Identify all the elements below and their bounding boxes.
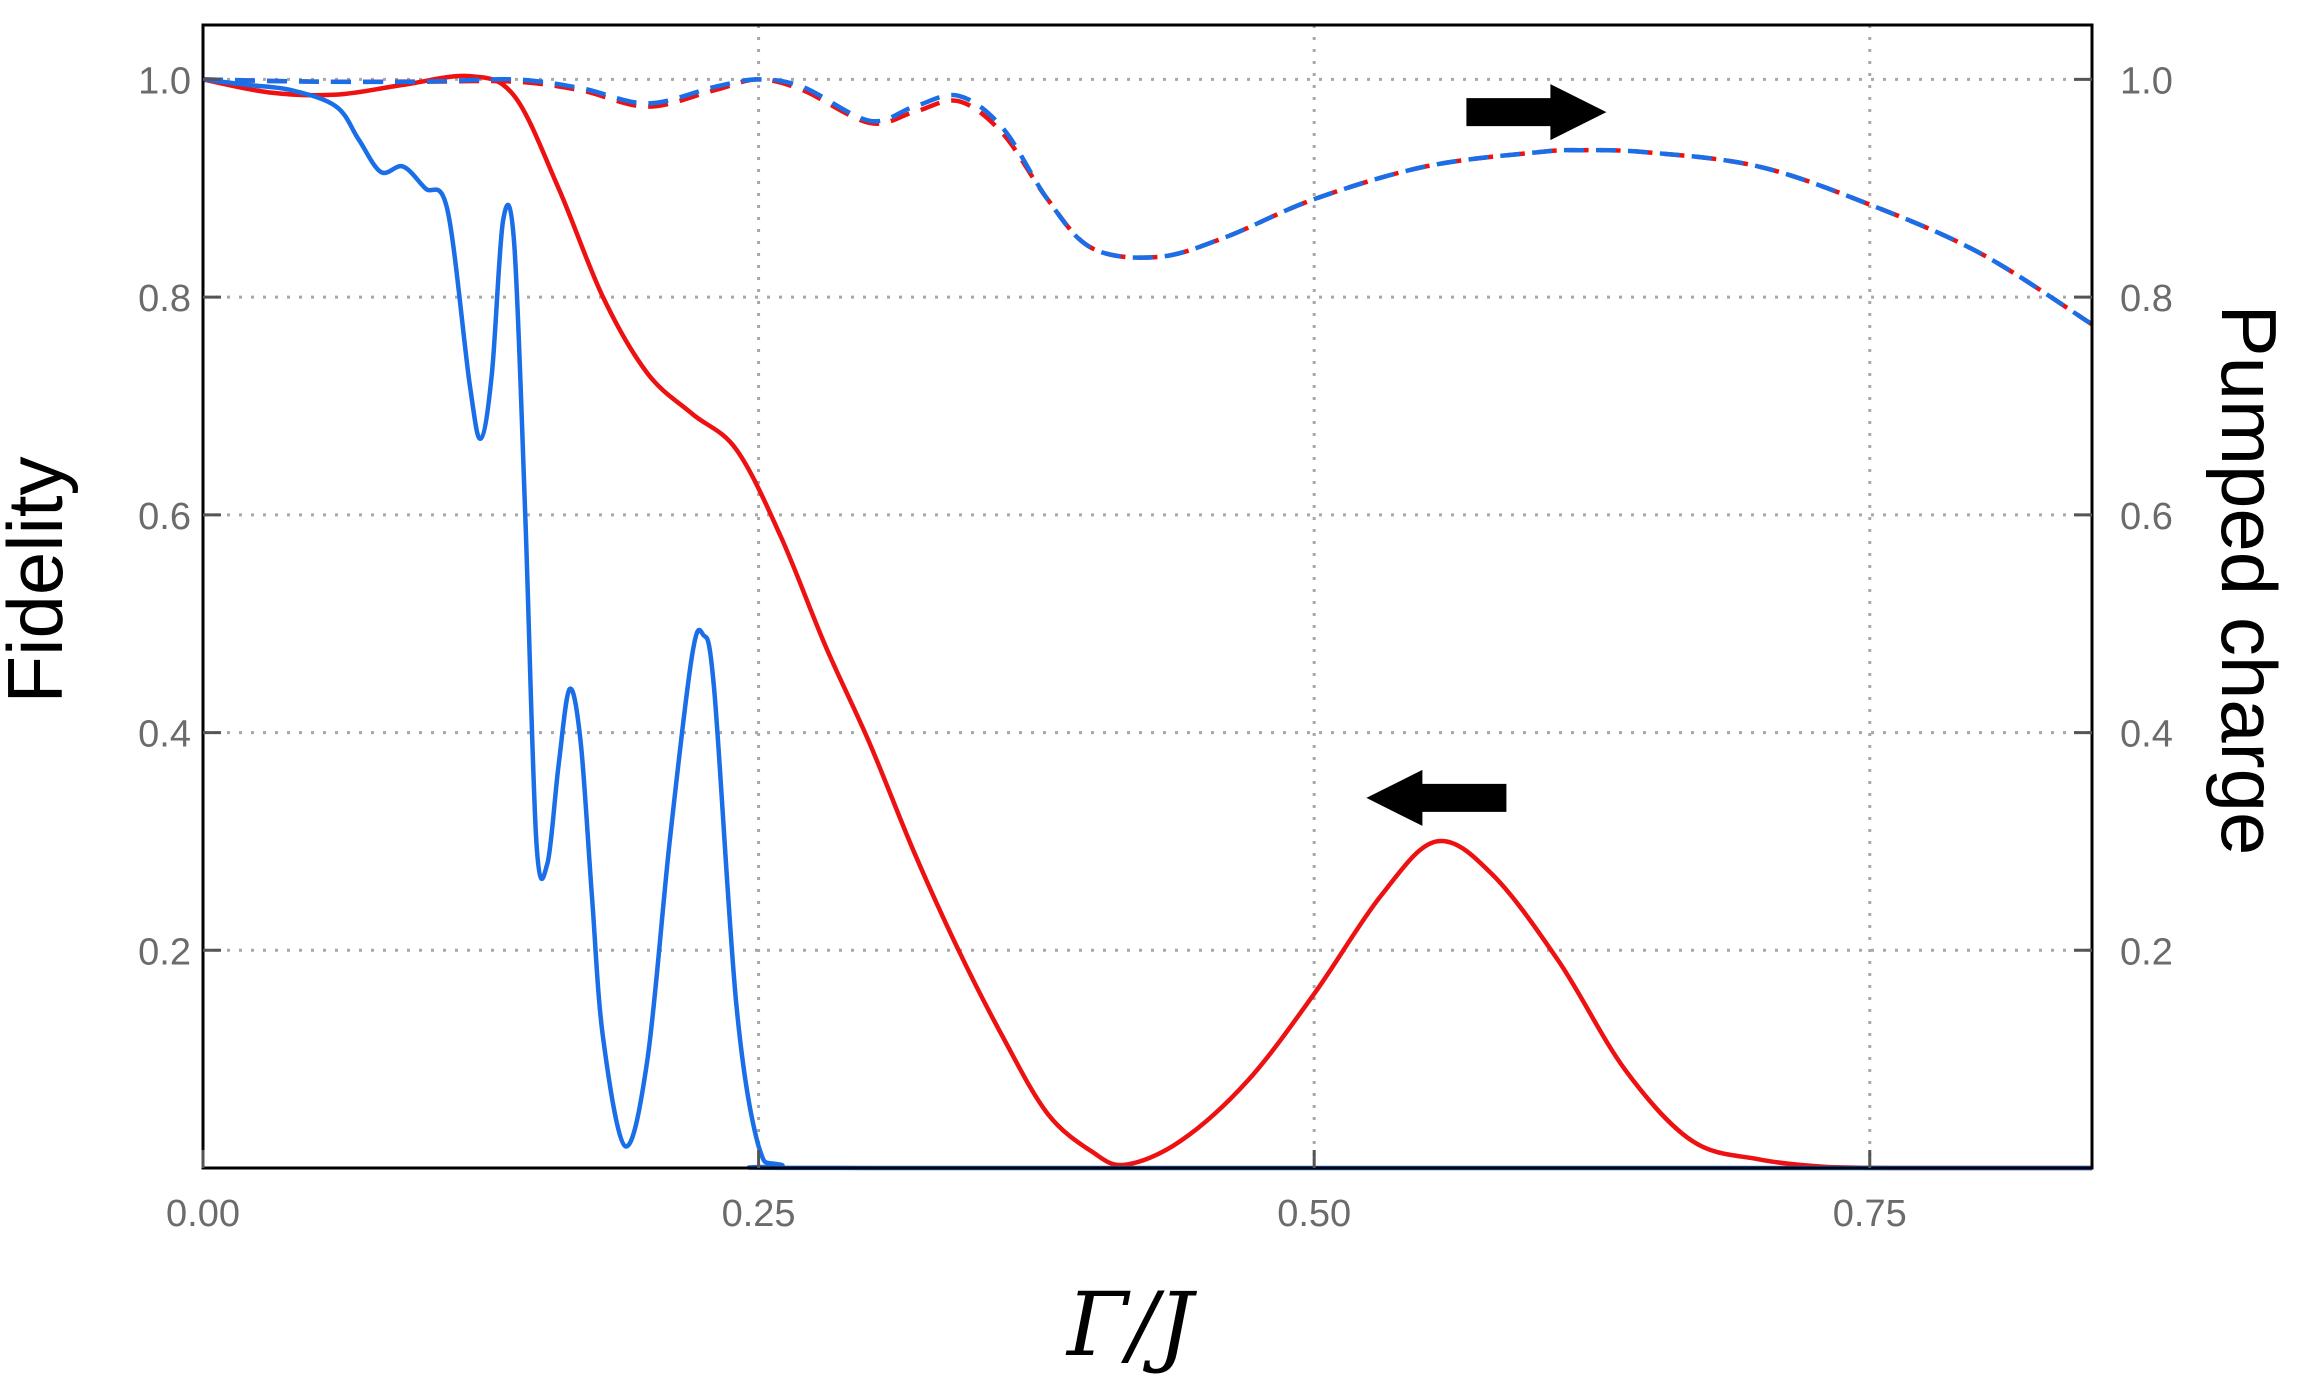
- y2-tick-label: 0.8: [2120, 278, 2173, 320]
- red-dashed-series-line: [202, 77, 2094, 327]
- y-tick-label: 0.4: [138, 714, 191, 756]
- plot-frame: [201, 23, 2094, 1170]
- x-axis-title: Γ/J: [1065, 1273, 1198, 1376]
- y-tick-label: 1.0: [138, 60, 191, 102]
- series-lines: [202, 73, 2094, 1171]
- red-solid-series-line: [202, 73, 2092, 1171]
- y-axis-title: Fidelity: [0, 456, 79, 703]
- x-tick-label: 0.75: [1833, 1193, 1907, 1235]
- y2-tick-label: 0.2: [2120, 931, 2173, 973]
- axis-ticks: 0.00 0.25 0.50 0.75 0.2 0.4 0.6 0.8 1.0 0.2 0.4 0.6…: [138, 60, 2173, 1235]
- y2-tick-label: 0.4: [2120, 714, 2173, 756]
- x-tick-label: 0.25: [722, 1193, 796, 1235]
- x-tick-label: 0.00: [166, 1193, 240, 1235]
- y-tick-label: 0.6: [138, 496, 191, 538]
- blue-solid-series-line: [202, 77, 2092, 1171]
- blue-dashed-series-line: [202, 76, 2094, 327]
- annotation-arrows: [1366, 84, 1607, 826]
- y2-tick-label: 1.0: [2120, 60, 2173, 102]
- y-tick-label: 0.2: [138, 931, 191, 973]
- y-tick-label: 0.8: [138, 278, 191, 320]
- x-tick-label: 0.50: [1277, 1193, 1351, 1235]
- y2-axis-title: Pumped charge: [2205, 305, 2293, 856]
- y2-tick-label: 0.6: [2120, 496, 2173, 538]
- arrow-right-icon: [1466, 84, 1607, 141]
- arrow-left-icon: [1366, 769, 1507, 826]
